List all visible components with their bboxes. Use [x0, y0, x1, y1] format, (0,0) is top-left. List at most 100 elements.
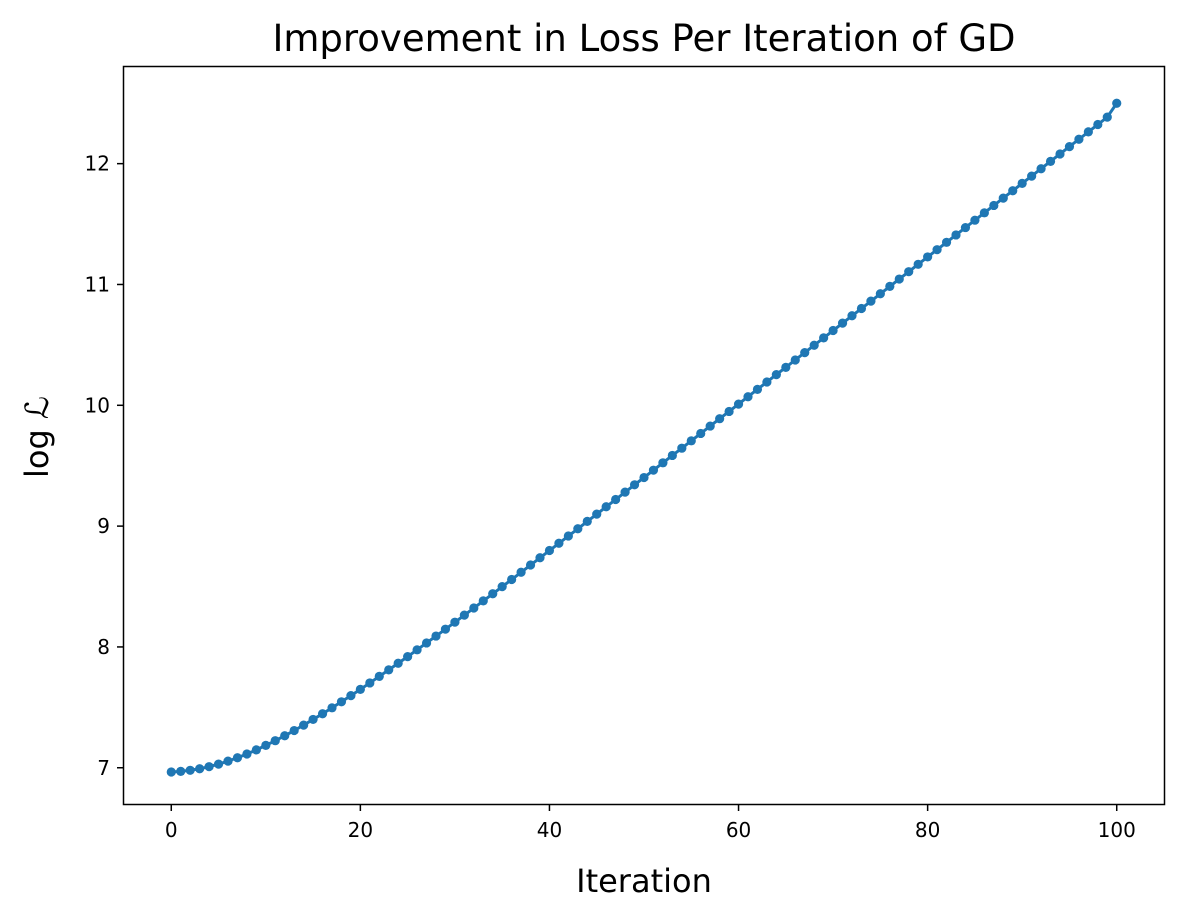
data-point	[592, 509, 602, 519]
data-point	[1074, 134, 1084, 144]
data-point	[478, 596, 488, 606]
data-point	[336, 697, 347, 707]
data-point	[894, 274, 904, 284]
data-point	[525, 560, 536, 570]
data-point	[223, 756, 233, 766]
x-tick-label: 100	[1098, 818, 1136, 842]
data-point	[1045, 156, 1056, 166]
data-point	[1008, 186, 1018, 196]
data-point	[516, 567, 526, 577]
y-tick-label: 11	[85, 272, 110, 296]
data-point	[261, 740, 271, 751]
data-point	[393, 658, 403, 668]
data-point	[317, 709, 328, 719]
data-point	[195, 764, 205, 774]
data-point	[213, 759, 224, 769]
data-point	[1064, 142, 1075, 152]
data-point	[308, 714, 318, 725]
data-point	[1036, 164, 1046, 174]
data-point	[989, 200, 999, 211]
data-point	[696, 428, 706, 439]
data-point	[904, 267, 914, 277]
data-point	[450, 617, 460, 627]
data-point	[507, 574, 517, 585]
data-point	[176, 766, 186, 776]
data-point	[733, 399, 744, 409]
data-point	[875, 289, 885, 299]
x-tick-label: 20	[348, 818, 373, 842]
data-point	[866, 296, 876, 306]
data-point	[469, 603, 479, 613]
y-tick-label: 10	[85, 393, 110, 417]
data-point	[384, 665, 394, 675]
data-point	[365, 678, 375, 688]
chart-title: Improvement in Loss Per Iteration of GD	[272, 17, 1015, 60]
data-point	[771, 370, 781, 380]
data-point	[648, 465, 659, 475]
data-point	[620, 487, 630, 497]
data-point	[951, 230, 961, 240]
y-axis-label: log ℒ	[18, 396, 56, 478]
data-point	[658, 458, 668, 468]
y-tick-label: 9	[97, 514, 110, 538]
data-point	[979, 208, 989, 218]
data-point	[563, 531, 573, 541]
data-point	[998, 193, 1008, 203]
data-point	[544, 545, 555, 556]
data-point	[346, 691, 356, 701]
data-point	[412, 645, 422, 655]
data-point	[166, 767, 176, 777]
data-point	[459, 610, 469, 620]
data-point	[185, 765, 195, 775]
data-point	[374, 671, 384, 682]
data-point	[355, 684, 365, 694]
data-point	[554, 538, 564, 548]
y-tick-label: 7	[97, 756, 110, 780]
data-point	[819, 333, 829, 343]
x-tick-label: 80	[915, 818, 940, 842]
data-point	[724, 406, 734, 417]
data-point	[847, 311, 857, 321]
data-point	[421, 638, 432, 648]
data-point	[488, 589, 498, 599]
data-point	[440, 624, 451, 634]
data-point	[970, 215, 980, 225]
data-point	[828, 325, 838, 336]
data-point	[639, 472, 649, 483]
data-point	[856, 303, 867, 314]
data-point	[923, 252, 933, 262]
data-point	[1027, 171, 1037, 181]
data-point	[1055, 149, 1065, 159]
data-point	[1112, 98, 1122, 108]
data-point	[960, 222, 971, 233]
y-axis: 7 8 9 10 11 12	[85, 152, 124, 780]
data-point	[941, 237, 952, 247]
y-tick-label: 12	[85, 152, 110, 176]
data-point	[1083, 127, 1093, 137]
axes-frame	[122, 65, 1166, 806]
data-point	[667, 450, 677, 461]
data-point	[497, 582, 507, 592]
data-point	[289, 725, 299, 736]
data-point	[932, 245, 942, 255]
data-point	[800, 348, 810, 358]
data-point	[743, 392, 753, 402]
x-tick-label: 40	[537, 818, 562, 842]
data-point	[781, 362, 791, 372]
data-point	[677, 443, 687, 453]
data-point	[629, 480, 640, 490]
data-point	[705, 421, 715, 431]
data-point	[204, 762, 214, 772]
data-point	[809, 340, 819, 350]
data-point	[885, 281, 895, 292]
data-point	[299, 720, 309, 730]
data-point	[327, 703, 337, 713]
data-point	[762, 377, 772, 387]
data-point	[251, 745, 261, 755]
data-point	[242, 749, 252, 759]
data-point	[431, 631, 441, 641]
data-point	[752, 384, 763, 394]
data-point	[573, 524, 583, 534]
data-point	[280, 731, 290, 741]
